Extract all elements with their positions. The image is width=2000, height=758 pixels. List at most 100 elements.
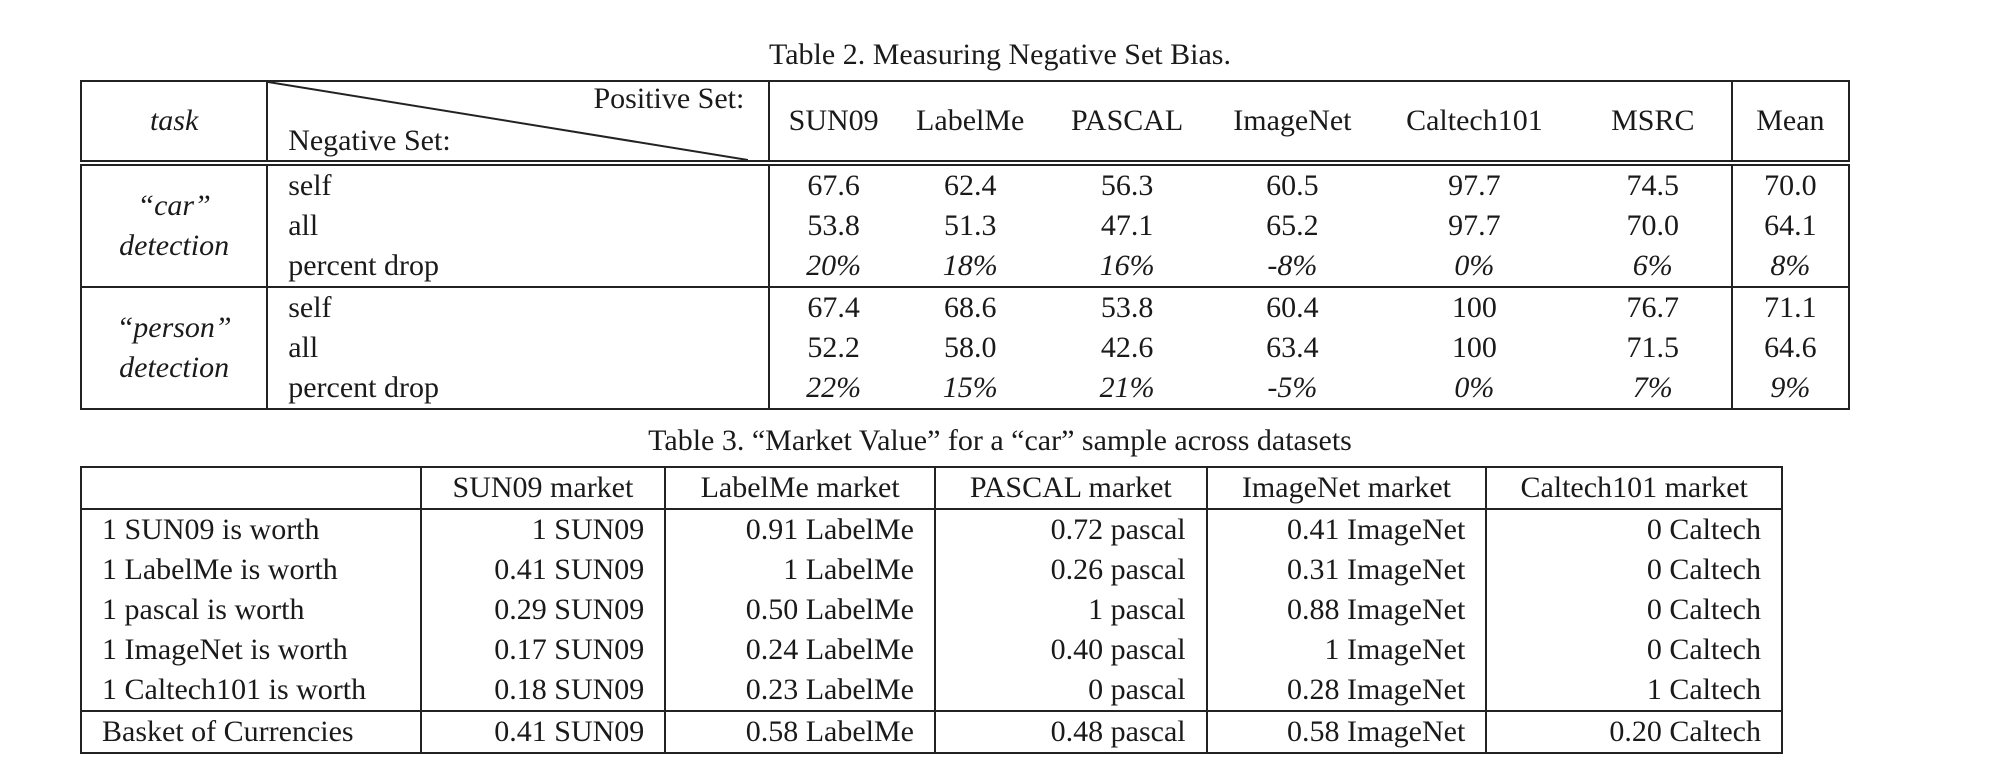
column-header: SUN09 [769, 80, 897, 163]
basket-value: 0.20 Caltech [1486, 710, 1783, 754]
value-cell: 67.6 [769, 160, 897, 206]
basket-value: 0.58 ImageNet [1206, 710, 1488, 754]
value-cell: 100 [1373, 286, 1575, 328]
task-type: detection [119, 351, 230, 384]
value-cell: 0 pascal [934, 670, 1208, 711]
value-cell: 47.1 [1100, 209, 1154, 242]
basket-label: Basket of Currencies [80, 710, 422, 754]
value-cell: 1 SUN09 [420, 508, 667, 550]
value-cell: 97.7 [1448, 209, 1501, 242]
basket-value: 0.58 LabelMe [665, 710, 936, 754]
task-name: “person” [116, 311, 232, 344]
table3-caption: Table 3. “Market Value” for a “car” samp… [648, 424, 1352, 457]
value-cell: 0.91 LabelMe [665, 508, 936, 550]
value-cell: 0.17 SUN09 [420, 630, 667, 670]
value-cell: 62.4 [896, 160, 1044, 206]
value-cell: 0 Caltech [1486, 550, 1783, 590]
column-header: PASCAL [1043, 80, 1211, 163]
value-cell: 0 Caltech [1486, 590, 1783, 630]
negative-set-bias-table: task Positive Set: Negative Set: SUN09 L… [79, 80, 1851, 410]
value-cell: 0.40 pascal [934, 630, 1208, 670]
value-cell: 18% [942, 249, 998, 282]
row-label: all [267, 206, 771, 246]
diagonal-divider [268, 82, 749, 160]
task-header: task [79, 80, 269, 163]
value-cell: 16% [1099, 249, 1155, 282]
value-cell: 56.3 [1043, 160, 1211, 206]
positive-set-label: Positive Set: [593, 82, 745, 115]
value-cell: 53.8 [1043, 286, 1211, 328]
market-header: LabelMe market [665, 466, 936, 509]
value-cell: 0.31 ImageNet [1206, 550, 1488, 590]
value-cell: 7% [1574, 368, 1733, 410]
row-label: 1 SUN09 is worth [80, 508, 422, 550]
row-label: 1 ImageNet is worth [80, 630, 422, 670]
value-cell: 22% [769, 368, 897, 410]
mean-cell: 64.6 [1731, 328, 1851, 368]
value-cell: 53.8 [807, 209, 860, 242]
value-cell: 0% [1454, 249, 1495, 282]
value-cell: 74.5 [1574, 160, 1733, 206]
column-header: LabelMe [896, 80, 1044, 163]
value-cell: 0 Caltech [1486, 630, 1783, 670]
value-cell: 51.3 [943, 209, 997, 242]
row-label: 1 pascal is worth [80, 590, 422, 630]
value-cell: 0.24 LabelMe [665, 630, 936, 670]
value-cell: 0.18 SUN09 [420, 670, 667, 711]
value-cell: 71.5 [1574, 328, 1733, 368]
row-label: percent drop [267, 368, 771, 410]
value-cell: -5% [1210, 368, 1374, 410]
row-label: self [267, 286, 771, 328]
value-cell: 6% [1574, 246, 1733, 287]
row-label: 1 LabelMe is worth [80, 550, 422, 590]
value-cell: 1 ImageNet [1206, 630, 1488, 670]
row-label: self [267, 160, 771, 206]
value-cell: 1 LabelMe [665, 550, 936, 590]
value-cell: 58.0 [943, 331, 997, 364]
value-cell: 1 Caltech [1486, 670, 1783, 711]
task-cell-car: “car” detection [79, 160, 269, 287]
market-header: ImageNet market [1206, 466, 1488, 509]
column-header: MSRC [1574, 80, 1733, 163]
value-cell: 42.6 [1100, 331, 1154, 364]
market-header: Caltech101 market [1486, 466, 1783, 509]
column-header: ImageNet [1210, 80, 1374, 163]
basket-value: 0.41 SUN09 [420, 710, 667, 754]
value-cell: 0 Caltech [1486, 508, 1783, 550]
value-cell: 0.28 ImageNet [1206, 670, 1488, 711]
value-cell: 60.5 [1210, 160, 1374, 206]
corner-cell [80, 466, 422, 509]
row-label: percent drop [267, 246, 771, 287]
row-label: all [267, 328, 771, 368]
value-cell: 0.50 LabelMe [665, 590, 936, 630]
negative-set-label: Negative Set: [288, 124, 451, 157]
market-header: PASCAL market [934, 466, 1208, 509]
mean-cell: 9% [1731, 368, 1851, 410]
mean-cell: 71.1 [1731, 286, 1851, 328]
value-cell: 21% [1043, 368, 1211, 410]
value-cell: 67.4 [769, 286, 897, 328]
value-cell: 97.7 [1373, 160, 1575, 206]
value-cell: 65.2 [1266, 209, 1319, 242]
value-cell: 0.41 ImageNet [1206, 508, 1488, 550]
set-diagonal-header: Positive Set: Negative Set: [267, 80, 771, 163]
table2-caption: Table 2. Measuring Negative Set Bias. [769, 38, 1231, 71]
value-cell: 63.4 [1266, 331, 1319, 364]
task-cell-person: “person” detection [79, 286, 269, 410]
mean-header: Mean [1731, 80, 1851, 163]
value-cell: 0.41 SUN09 [420, 550, 667, 590]
value-cell: 70.0 [1574, 206, 1733, 246]
basket-value: 0.48 pascal [934, 710, 1208, 754]
value-cell: -8% [1267, 249, 1318, 282]
value-cell: 1 pascal [934, 590, 1208, 630]
value-cell: 15% [896, 368, 1044, 410]
value-cell: 0.23 LabelMe [665, 670, 936, 711]
value-cell: 100 [1451, 331, 1497, 364]
value-cell: 60.4 [1210, 286, 1374, 328]
market-header: SUN09 market [420, 466, 667, 509]
task-type: detection [119, 229, 230, 262]
value-cell: 20% [806, 249, 862, 282]
mean-cell: 70.0 [1731, 160, 1851, 206]
market-value-table: SUN09 market LabelMe market PASCAL marke… [80, 466, 1783, 754]
value-cell: 76.7 [1574, 286, 1733, 328]
